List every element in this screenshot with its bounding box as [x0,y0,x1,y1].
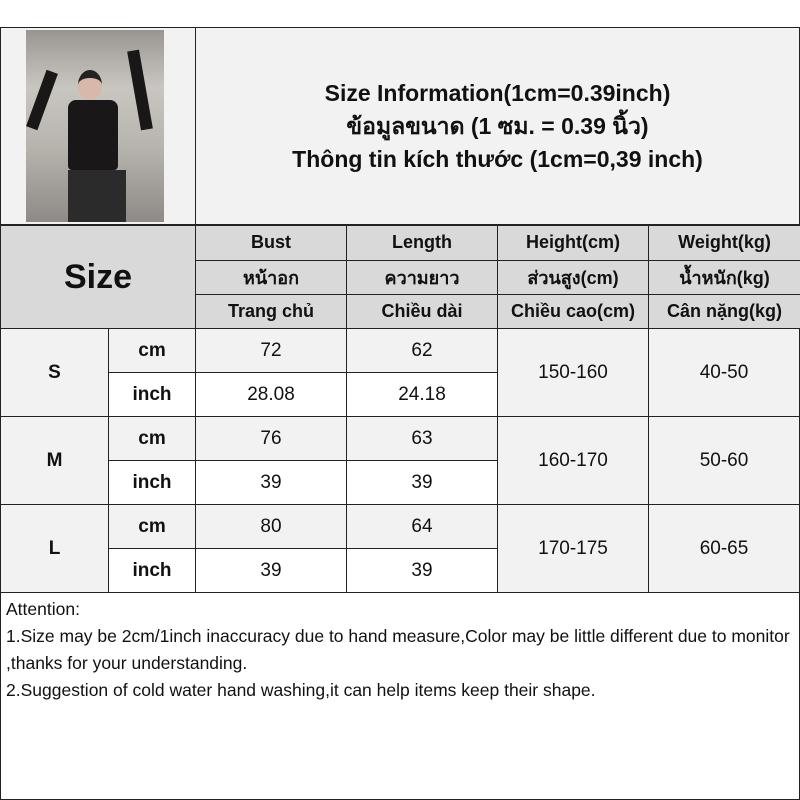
length-inch: 39 [346,548,498,593]
weight-range: 60-65 [648,504,800,593]
height-range: 170-175 [497,504,649,593]
length-inch: 39 [346,460,498,505]
title-vi: Thông tin kích thước (1cm=0,39 inch) [292,145,703,172]
weight-range: 50-60 [648,416,800,505]
unit-inch: inch [108,372,196,417]
length-cm: 64 [346,504,498,549]
bust-cm: 72 [195,328,347,373]
attention-note-2: 2.Suggestion of cold water hand washing,… [6,680,596,700]
size-info-title: Size Information(1cm=0.39inch) ข้อมูลขนา… [195,27,800,225]
column-header-en: Bust [195,225,347,261]
column-header-vi: Chiều cao(cm) [497,294,649,330]
product-photo [26,30,164,222]
column-header-th: ความยาว [346,259,498,295]
size-header: Size [0,225,196,329]
bust-inch: 39 [195,460,347,505]
size-label: S [0,328,109,417]
length-cm: 62 [346,328,498,373]
column-header-en: Length [346,225,498,261]
photo-cell [0,27,196,225]
column-header-vi: Cân nặng(kg) [648,294,800,330]
attention-heading: Attention: [6,599,80,619]
height-range: 160-170 [497,416,649,505]
bust-inch: 28.08 [195,372,347,417]
bust-inch: 39 [195,548,347,593]
title-th: ข้อมูลขนาด (1 ซม. = 0.39 นิ้ว) [346,112,649,139]
size-label: M [0,416,109,505]
unit-cm: cm [108,328,196,373]
column-header-th: น้ำหนัก(kg) [648,259,800,295]
column-header-en: Weight(kg) [648,225,800,261]
height-range: 150-160 [497,328,649,417]
unit-inch: inch [108,460,196,505]
column-header-en: Height(cm) [497,225,649,261]
column-header-th: หน้าอก [195,259,347,295]
title-en: Size Information(1cm=0.39inch) [324,79,671,106]
unit-cm: cm [108,504,196,549]
bust-cm: 76 [195,416,347,461]
unit-inch: inch [108,548,196,593]
length-cm: 63 [346,416,498,461]
weight-range: 40-50 [648,328,800,417]
column-header-vi: Chiều dài [346,294,498,330]
attention-notes: Attention: 1.Size may be 2cm/1inch inacc… [0,592,800,800]
size-label: L [0,504,109,593]
attention-note-1: 1.Size may be 2cm/1inch inaccuracy due t… [6,626,790,673]
column-header-vi: Trang chủ [195,294,347,330]
bust-cm: 80 [195,504,347,549]
column-header-th: ส่วนสูง(cm) [497,259,649,295]
length-inch: 24.18 [346,372,498,417]
unit-cm: cm [108,416,196,461]
